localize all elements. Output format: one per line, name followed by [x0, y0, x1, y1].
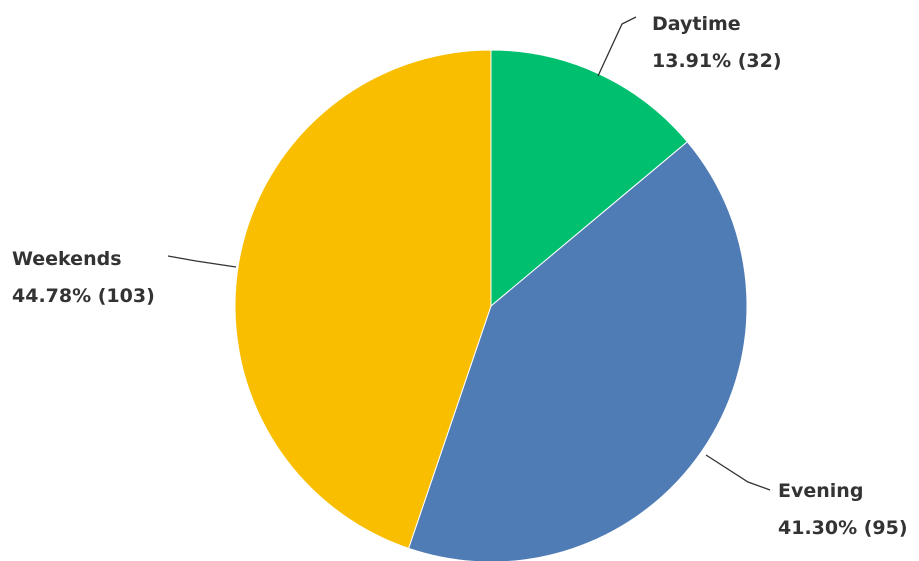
slice-label-evening: Evening [778, 480, 863, 502]
labels-layer: Daytime 13.91% (32) Evening 41.30% (95) Week… [12, 13, 908, 539]
leader-line-evening [705, 454, 771, 491]
slice-value-weekends: 44.78% (103) [12, 285, 155, 307]
slices-layer [234, 49, 748, 561]
leader-lines-layer [167, 16, 771, 491]
pie-slice-evening [407, 141, 748, 561]
slice-value-evening: 41.30% (95) [778, 517, 908, 539]
leader-line-daytime [597, 16, 637, 77]
slice-label-daytime: Daytime [652, 13, 741, 35]
leader-line-weekends [167, 255, 237, 268]
pie-slice-weekends [234, 49, 492, 550]
slice-label-weekends: Weekends [12, 248, 122, 270]
slice-value-daytime: 13.91% (32) [652, 50, 782, 72]
